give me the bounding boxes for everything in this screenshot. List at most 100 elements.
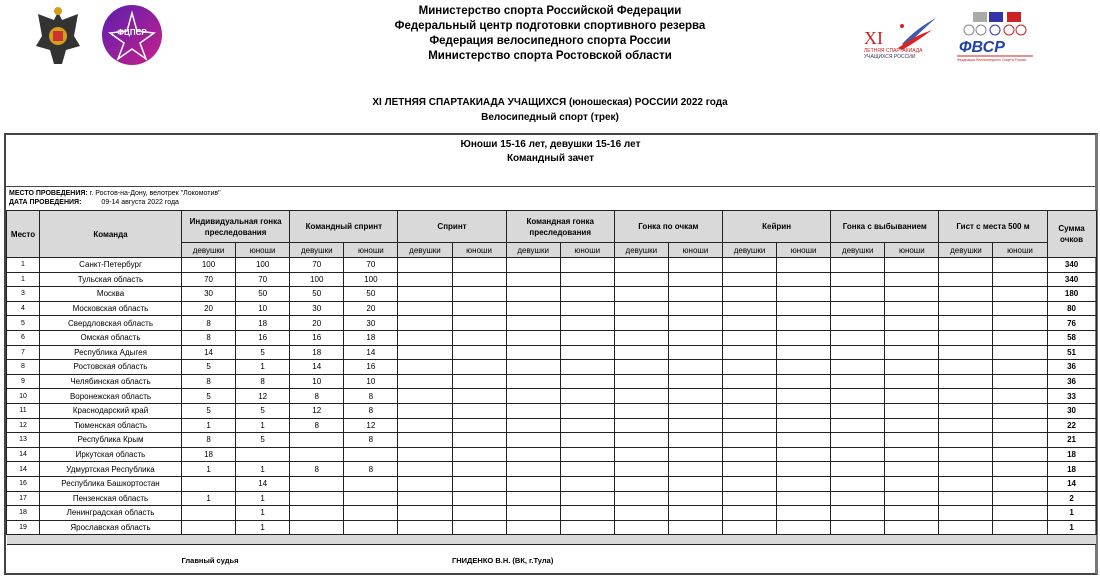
points-cell	[884, 519, 940, 536]
points-cell	[559, 519, 615, 536]
points-cell	[505, 417, 561, 434]
boys-subheader: юноши	[451, 242, 507, 258]
organizer-line: Министерство спорта Ростовской области	[428, 50, 672, 62]
girls-subheader: девушки	[830, 242, 886, 258]
points-cell	[397, 344, 453, 361]
points-cell	[505, 359, 561, 375]
points-cell	[667, 329, 723, 346]
points-cell	[884, 446, 940, 463]
points-cell	[289, 475, 345, 492]
points-cell: 1	[235, 461, 291, 477]
fvsr-logo: ФВСР Федерация Велосипедного Спорта Росси…	[955, 8, 1035, 63]
points-cell	[938, 490, 994, 507]
points-cell	[776, 402, 832, 419]
svg-text:XI: XI	[864, 28, 883, 48]
place-cell: 6	[6, 329, 40, 346]
points-cell	[721, 505, 778, 521]
table-row: 8 Ростовская область 5 1 14 16 36	[6, 359, 1097, 375]
girls-subheader: девушки	[613, 242, 669, 258]
points-cell	[451, 432, 507, 448]
points-cell: 1	[180, 461, 237, 477]
points-cell: 16	[343, 359, 399, 375]
points-cell: 70	[289, 257, 345, 273]
points-cell	[559, 286, 615, 302]
points-cell	[776, 257, 832, 273]
points-cell: 100	[289, 271, 345, 288]
points-cell: 1	[235, 505, 291, 521]
points-cell: 12	[289, 402, 345, 419]
points-cell	[397, 286, 453, 302]
points-cell	[667, 373, 723, 390]
team-cell: Омская область	[39, 329, 182, 346]
points-cell	[451, 344, 507, 361]
points-cell: 100	[343, 271, 399, 288]
points-cell: 20	[289, 315, 345, 331]
points-cell	[235, 446, 291, 463]
points-cell	[992, 505, 1048, 521]
place-cell: 14	[6, 461, 40, 477]
points-cell	[884, 315, 940, 331]
points-cell	[721, 271, 778, 288]
points-cell	[776, 271, 832, 288]
points-cell	[505, 505, 561, 521]
points-cell	[776, 300, 832, 317]
points-cell	[289, 446, 345, 463]
points-cell: 10	[289, 373, 345, 390]
points-cell	[721, 417, 778, 434]
points-cell	[721, 388, 778, 404]
points-cell	[343, 446, 399, 463]
points-cell	[451, 373, 507, 390]
points-cell	[938, 271, 994, 288]
points-cell	[397, 432, 453, 448]
points-cell: 70	[180, 271, 237, 288]
points-cell	[667, 257, 723, 273]
points-cell	[721, 461, 778, 477]
points-cell	[451, 388, 507, 404]
points-cell	[992, 373, 1048, 390]
points-cell	[776, 315, 832, 331]
team-cell: Ленинградская область	[39, 505, 182, 521]
table-row: 13 Республика Крым 8 5 8 21	[6, 432, 1097, 448]
place-cell: 13	[6, 432, 40, 448]
fcpsr-logo: ФЦПСР	[100, 3, 164, 67]
points-cell	[938, 344, 994, 361]
points-cell	[289, 432, 345, 448]
points-cell	[830, 402, 886, 419]
points-cell: 14	[289, 359, 345, 375]
points-cell: 50	[289, 286, 345, 302]
points-cell	[830, 359, 886, 375]
event-header: Гист с места 500 м	[938, 210, 1048, 243]
table-row: 10 Воронежская область 5 12 8 8 33	[6, 388, 1097, 404]
boys-subheader: юноши	[667, 242, 723, 258]
points-cell	[830, 315, 886, 331]
points-cell	[667, 446, 723, 463]
judge-name: ГНИДЕНКО В.Н. (ВК, г.Тула)	[452, 555, 554, 565]
points-cell	[938, 257, 994, 273]
table-row: 14 Иркутская область 18 18	[6, 446, 1097, 463]
points-cell	[505, 432, 561, 448]
results-sheet: Юноши 15-16 лет, девушки 15-16 лет Коман…	[4, 133, 1098, 575]
points-cell	[451, 402, 507, 419]
points-cell	[992, 475, 1048, 492]
points-cell	[721, 432, 778, 448]
place-cell: 18	[6, 505, 40, 521]
points-cell	[397, 402, 453, 419]
event-header: Командный спринт	[289, 210, 399, 243]
svg-text:ЛЕТНЯЯ СПАРТАКИАДА: ЛЕТНЯЯ СПАРТАКИАДА	[864, 48, 923, 54]
points-cell	[397, 475, 453, 492]
points-cell: 16	[289, 329, 345, 346]
points-cell	[830, 446, 886, 463]
place-cell: 12	[6, 417, 40, 434]
points-cell	[938, 505, 994, 521]
points-cell	[613, 490, 669, 507]
points-cell: 70	[235, 271, 291, 288]
points-cell	[559, 432, 615, 448]
place-header: Место	[6, 210, 40, 258]
event-sport: Велосипедный спорт (трек)	[481, 112, 619, 123]
points-cell	[721, 475, 778, 492]
points-cell: 10	[343, 373, 399, 390]
event-header: Индивидуальная гонка преследования	[180, 210, 291, 243]
points-cell	[884, 505, 940, 521]
boys-subheader: юноши	[884, 242, 940, 258]
points-cell	[776, 388, 832, 404]
